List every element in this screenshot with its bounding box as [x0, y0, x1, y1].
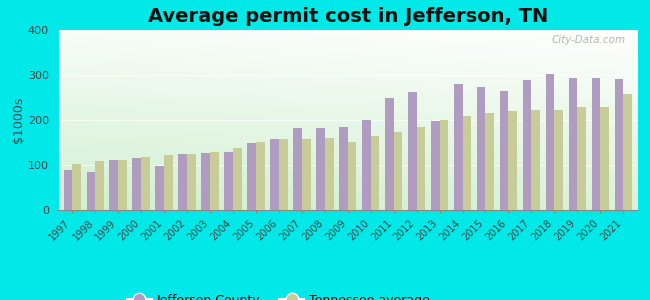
Legend: Jefferson County, Tennessee average: Jefferson County, Tennessee average: [122, 289, 435, 300]
Bar: [385, 98, 394, 210]
Bar: [417, 127, 425, 210]
Bar: [316, 128, 325, 210]
Bar: [233, 148, 242, 210]
Bar: [210, 152, 219, 210]
Bar: [339, 127, 348, 210]
Bar: [623, 94, 632, 210]
Bar: [508, 111, 517, 210]
Bar: [431, 121, 439, 210]
Bar: [247, 143, 256, 210]
Bar: [279, 139, 287, 210]
Bar: [500, 91, 508, 210]
Bar: [270, 139, 279, 210]
Bar: [133, 158, 141, 210]
Bar: [523, 80, 532, 210]
Bar: [325, 138, 333, 210]
Bar: [72, 164, 81, 210]
Bar: [394, 132, 402, 210]
Bar: [64, 169, 72, 210]
Bar: [577, 107, 586, 210]
Bar: [348, 142, 356, 210]
Bar: [370, 136, 380, 210]
Bar: [302, 139, 311, 210]
Bar: [592, 78, 600, 210]
Title: Average permit cost in Jefferson, TN: Average permit cost in Jefferson, TN: [148, 7, 548, 26]
Bar: [532, 110, 540, 210]
Bar: [202, 153, 210, 210]
Bar: [545, 74, 554, 210]
Bar: [454, 84, 463, 210]
Bar: [362, 120, 370, 210]
Bar: [187, 154, 196, 210]
Bar: [600, 106, 609, 210]
Text: City-Data.com: City-Data.com: [551, 35, 625, 45]
Bar: [256, 142, 265, 210]
Bar: [293, 128, 302, 210]
Bar: [86, 172, 96, 210]
Bar: [408, 92, 417, 210]
Bar: [554, 110, 563, 210]
Bar: [463, 116, 471, 210]
Bar: [224, 152, 233, 210]
Bar: [178, 154, 187, 210]
Bar: [486, 113, 494, 210]
Bar: [155, 166, 164, 210]
Bar: [614, 79, 623, 210]
Y-axis label: $1000s: $1000s: [12, 97, 25, 143]
Bar: [141, 157, 150, 210]
Bar: [569, 78, 577, 210]
Bar: [164, 155, 173, 210]
Bar: [476, 87, 486, 210]
Bar: [109, 160, 118, 210]
Bar: [118, 160, 127, 210]
Bar: [96, 160, 104, 210]
Bar: [439, 120, 448, 210]
